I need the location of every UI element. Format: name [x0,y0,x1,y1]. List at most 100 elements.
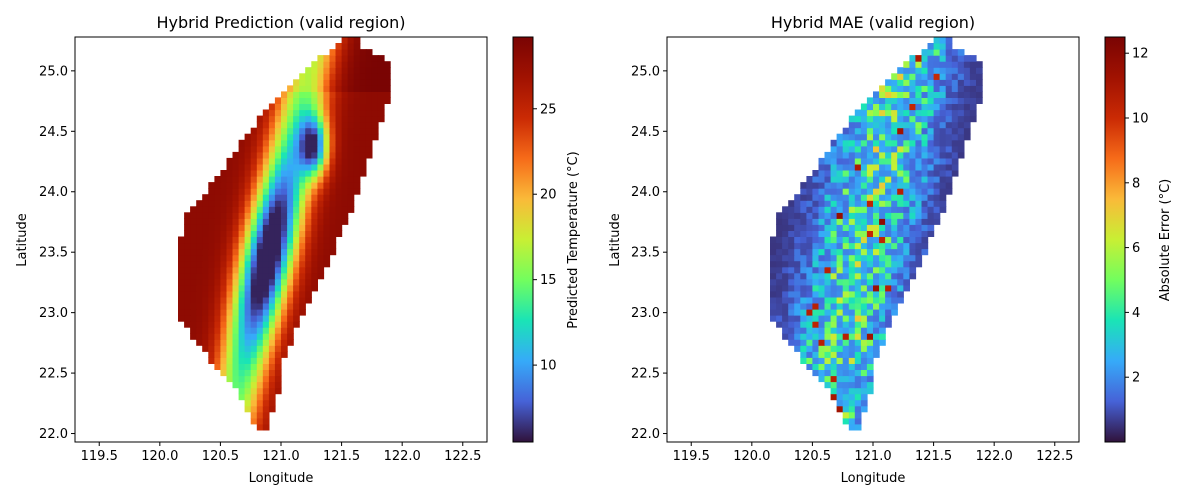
heatmap-cell [353,37,361,44]
heatmap-cell [842,357,850,364]
heatmap-cell [208,194,215,201]
heatmap-cell [921,248,929,256]
heatmap-cell [770,290,777,298]
heatmap-cell [824,278,832,286]
heatmap-cell [220,206,228,213]
heatmap-cell [830,315,838,322]
heatmap-cell [256,145,264,153]
heatmap-cell [891,200,898,207]
heatmap-cell [824,200,832,207]
heatmap-cell [824,212,832,219]
heatmap-cell [250,290,258,298]
heatmap-cell [848,278,856,286]
heatmap-cell [274,260,282,268]
heatmap-cell [806,266,814,274]
heatmap-cell [190,260,197,268]
heatmap-cell [226,339,234,346]
heatmap-cell [939,43,947,50]
heatmap-cell [951,121,959,129]
heatmap-cell [202,327,209,334]
heatmap-cell [842,248,850,256]
heatmap-cell [359,139,367,147]
heatmap-cell [969,103,977,111]
heatmap-cell [866,303,874,310]
heatmap-cell [377,97,385,104]
heatmap-cell [897,145,904,153]
heatmap-cell [818,369,826,377]
heatmap-cell [897,133,904,141]
heatmap-cell [879,224,886,231]
heatmap-cell [873,170,880,177]
heatmap-cell [776,236,783,244]
heatmap-cell [256,363,264,370]
heatmap-cell [293,254,300,262]
heatmap-cell [287,254,294,262]
heatmap-cell [885,139,892,147]
heatmap-cell [274,278,282,286]
heatmap-cell [293,151,300,159]
heatmap-cell [281,145,288,153]
heatmap-cell [365,121,373,129]
heatmap-cell [939,151,947,159]
heatmap-cell [860,188,868,195]
heatmap-cell [860,224,868,231]
heatmap-cell [794,284,801,292]
heatmap-cell [262,345,270,352]
heatmap-cell [208,230,215,237]
heatmap-cell [226,248,234,256]
heatmap-cell [287,127,294,135]
heatmap-cell [323,121,331,129]
heatmap-mae [770,37,983,431]
heatmap-cell [232,303,240,310]
heatmap-cell [909,163,917,171]
heatmap-cell [854,248,862,256]
heatmap-cell [866,309,874,316]
colorbar [1104,36,1126,443]
heatmap-cell [794,236,801,244]
heatmap-cell [806,290,814,298]
heatmap-cell [335,109,343,117]
heatmap-cell [842,224,850,231]
heatmap-cell [909,224,917,231]
heatmap-cell [885,188,892,195]
heatmap-cell [939,115,947,123]
heatmap-cell [951,67,959,74]
heatmap-cell [860,212,868,219]
heatmap-cell [196,290,203,298]
heatmap-cell [939,79,947,86]
heatmap-cell [311,157,318,165]
heatmap-cell [903,91,910,98]
heatmap-cell [812,333,820,340]
heatmap-cell [311,272,318,280]
heatmap-cell [915,242,923,250]
heatmap-cell [873,163,880,171]
heatmap-cell [866,248,874,256]
heatmap-cell [933,206,941,213]
heatmap-cell [256,236,264,244]
heatmap-cell [897,109,904,117]
heatmap-cell [879,212,886,219]
heatmap-cell [969,61,977,68]
heatmap-cell [812,278,820,286]
heatmap-cell [866,339,874,346]
heatmap-cell [293,248,300,256]
heatmap-cell [842,339,850,346]
heatmap-cell [287,260,294,268]
heatmap-cell [268,345,276,352]
heatmap-cell [244,248,252,256]
heatmap-cell [788,236,795,244]
heatmap-cell [836,290,844,298]
heatmap-cell [232,151,240,159]
heatmap-cell [184,218,191,225]
heatmap-cell [776,272,783,280]
heatmap-cell [818,212,826,219]
heatmap-cell [830,188,838,195]
heatmap-cell [836,182,844,189]
heatmap-cell [220,248,228,256]
heatmap-cell [335,67,343,74]
heatmap-cell [317,157,325,165]
heatmap-cell [250,321,258,328]
heatmap-cell [915,248,923,256]
heatmap-cell [250,417,258,425]
heatmap-cell [885,296,892,304]
